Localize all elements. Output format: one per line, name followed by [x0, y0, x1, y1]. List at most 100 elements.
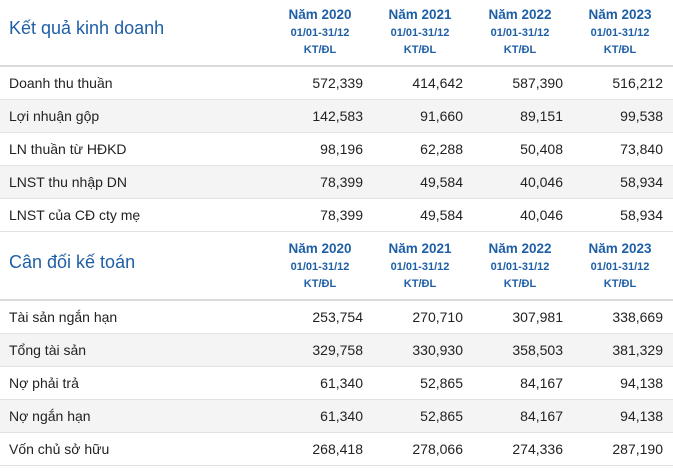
column-unit: KT/ĐL	[503, 44, 537, 56]
cell-value: 338,669	[612, 309, 663, 325]
cell-value: 94,138	[620, 375, 663, 391]
table-row: LNST của CĐ cty mẹ 78,399 49,584 40,046 …	[0, 199, 673, 232]
cell-value: 572,339	[312, 75, 363, 91]
column-header-2020[interactable]: Năm 2020 01/01-31/12 KT/ĐL	[270, 234, 370, 293]
balance-sheet-title: Cân đối kế toán	[9, 252, 136, 272]
table-row: Nợ phải trả 61,340 52,865 84,167 94,138	[0, 367, 673, 400]
table-row: Vốn chủ sở hữu 268,418 278,066 274,336 2…	[0, 433, 673, 466]
balance-sheet-section: Cân đối kế toán Năm 2020 01/01-31/12 KT/…	[0, 234, 673, 466]
cell-value: 307,981	[512, 309, 563, 325]
cell-value: 50,408	[520, 141, 563, 157]
cell-value: 91,660	[420, 108, 463, 124]
row-label: Tổng tài sản	[9, 342, 87, 358]
cell-value: 330,930	[412, 342, 463, 358]
column-year: Năm 2021	[388, 7, 452, 22]
cell-value: 84,167	[520, 375, 563, 391]
column-unit: KT/ĐL	[303, 44, 337, 56]
row-label: LN thuần từ HĐKD	[9, 141, 127, 157]
column-year: Năm 2022	[488, 7, 552, 22]
column-year: Năm 2020	[288, 241, 352, 256]
cell-value: 78,399	[320, 174, 363, 190]
column-year: Năm 2020	[288, 7, 352, 22]
business-results-title: Kết quả kinh doanh	[9, 18, 165, 38]
cell-value: 270,710	[412, 309, 463, 325]
cell-value: 98,196	[320, 141, 363, 157]
column-header-2023[interactable]: Năm 2023 01/01-31/12 KT/ĐL	[570, 234, 670, 293]
table-row: LN thuần từ HĐKD 98,196 62,288 50,408 73…	[0, 133, 673, 166]
table-row: Lợi nhuận gộp 142,583 91,660 89,151 99,5…	[0, 100, 673, 133]
cell-value: 358,503	[512, 342, 563, 358]
cell-value: 287,190	[612, 441, 663, 457]
business-results-rows: Doanh thu thuần 572,339 414,642 587,390 …	[0, 67, 673, 232]
row-label: Doanh thu thuần	[9, 75, 113, 91]
row-label: Vốn chủ sở hữu	[9, 441, 110, 457]
cell-value: 99,538	[620, 108, 663, 124]
table-row: Tổng tài sản 329,758 330,930 358,503 381…	[0, 334, 673, 367]
cell-value: 278,066	[412, 441, 463, 457]
balance-sheet-header: Cân đối kế toán Năm 2020 01/01-31/12 KT/…	[0, 234, 673, 301]
column-range: 01/01-31/12	[390, 261, 450, 273]
cell-value: 94,138	[620, 408, 663, 424]
table-row: Doanh thu thuần 572,339 414,642 587,390 …	[0, 67, 673, 100]
column-unit: KT/ĐL	[403, 278, 437, 290]
business-results-section: Kết quả kinh doanh Năm 2020 01/01-31/12 …	[0, 0, 673, 232]
cell-value: 61,340	[320, 375, 363, 391]
cell-value: 142,583	[312, 108, 363, 124]
column-header-2022[interactable]: Năm 2022 01/01-31/12 KT/ĐL	[470, 234, 570, 293]
cell-value: 49,584	[420, 207, 463, 223]
cell-value: 414,642	[412, 75, 463, 91]
column-range: 01/01-31/12	[490, 261, 550, 273]
column-unit: KT/ĐL	[403, 44, 437, 56]
cell-value: 40,046	[520, 207, 563, 223]
cell-value: 73,840	[620, 141, 663, 157]
cell-value: 62,288	[420, 141, 463, 157]
row-label: Nợ ngắn hạn	[9, 408, 91, 424]
table-row: Nợ ngắn hạn 61,340 52,865 84,167 94,138	[0, 400, 673, 433]
balance-sheet-rows: Tài sản ngắn hạn 253,754 270,710 307,981…	[0, 301, 673, 466]
cell-value: 49,584	[420, 174, 463, 190]
cell-value: 253,754	[312, 309, 363, 325]
table-row: LNST thu nhập DN 78,399 49,584 40,046 58…	[0, 166, 673, 199]
column-year: Năm 2022	[488, 241, 552, 256]
column-year: Năm 2023	[588, 241, 652, 256]
column-header-2021[interactable]: Năm 2021 01/01-31/12 KT/ĐL	[370, 234, 470, 293]
column-range: 01/01-31/12	[390, 27, 450, 39]
column-year: Năm 2023	[588, 7, 652, 22]
column-range: 01/01-31/12	[290, 261, 350, 273]
cell-value: 40,046	[520, 174, 563, 190]
cell-value: 78,399	[320, 207, 363, 223]
cell-value: 58,934	[620, 174, 663, 190]
cell-value: 268,418	[312, 441, 363, 457]
column-range: 01/01-31/12	[490, 27, 550, 39]
column-header-2020[interactable]: Năm 2020 01/01-31/12 KT/ĐL	[270, 0, 370, 59]
column-header-2021[interactable]: Năm 2021 01/01-31/12 KT/ĐL	[370, 0, 470, 59]
row-label: Tài sản ngắn hạn	[9, 309, 118, 325]
row-label: LNST thu nhập DN	[9, 174, 128, 190]
row-label: Lợi nhuận gộp	[9, 108, 100, 124]
cell-value: 52,865	[420, 408, 463, 424]
column-range: 01/01-31/12	[590, 261, 650, 273]
column-unit: KT/ĐL	[503, 278, 537, 290]
row-label: Nợ phải trả	[9, 375, 79, 391]
cell-value: 52,865	[420, 375, 463, 391]
cell-value: 587,390	[512, 75, 563, 91]
column-range: 01/01-31/12	[590, 27, 650, 39]
cell-value: 516,212	[612, 75, 663, 91]
column-header-2023[interactable]: Năm 2023 01/01-31/12 KT/ĐL	[570, 0, 670, 59]
column-unit: KT/ĐL	[303, 278, 337, 290]
column-year: Năm 2021	[388, 241, 452, 256]
cell-value: 89,151	[520, 108, 563, 124]
cell-value: 61,340	[320, 408, 363, 424]
cell-value: 58,934	[620, 207, 663, 223]
table-row: Tài sản ngắn hạn 253,754 270,710 307,981…	[0, 301, 673, 334]
cell-value: 381,329	[612, 342, 663, 358]
column-unit: KT/ĐL	[603, 278, 637, 290]
column-header-2022[interactable]: Năm 2022 01/01-31/12 KT/ĐL	[470, 0, 570, 59]
column-range: 01/01-31/12	[290, 27, 350, 39]
cell-value: 329,758	[312, 342, 363, 358]
column-unit: KT/ĐL	[603, 44, 637, 56]
business-results-header: Kết quả kinh doanh Năm 2020 01/01-31/12 …	[0, 0, 673, 67]
cell-value: 274,336	[512, 441, 563, 457]
cell-value: 84,167	[520, 408, 563, 424]
row-label: LNST của CĐ cty mẹ	[9, 207, 141, 223]
